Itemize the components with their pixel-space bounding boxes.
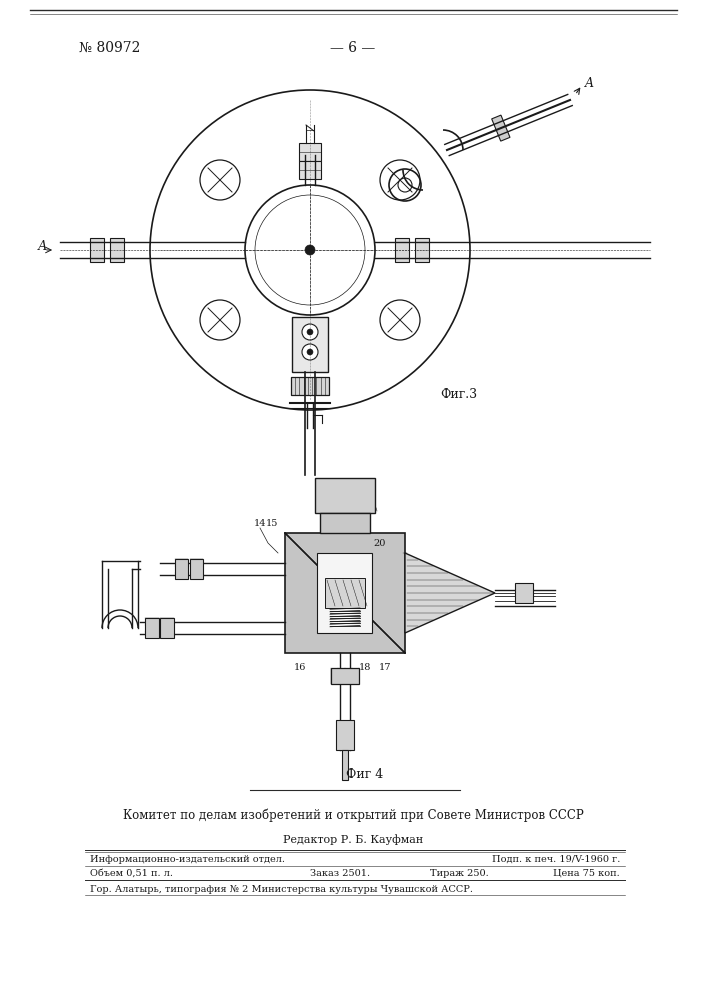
Text: 16: 16: [294, 664, 306, 672]
Text: Редактор Р. Б. Кауфман: Редактор Р. Б. Кауфман: [283, 835, 423, 845]
Circle shape: [307, 329, 313, 335]
Text: Цена 75 коп.: Цена 75 коп.: [554, 868, 620, 878]
Text: А: А: [37, 239, 47, 252]
Bar: [325, 578, 365, 608]
Bar: [331, 668, 359, 684]
Bar: [320, 513, 370, 533]
Bar: [415, 238, 429, 262]
Text: Тираж 250.: Тираж 250.: [430, 868, 489, 878]
Bar: [336, 720, 354, 750]
Bar: [299, 161, 321, 179]
Bar: [145, 618, 159, 638]
Bar: [160, 618, 174, 638]
Text: Информационно-издательский отдел.: Информационно-издательский отдел.: [90, 854, 285, 863]
Bar: [110, 238, 124, 262]
Text: Заказ 2501.: Заказ 2501.: [310, 868, 370, 878]
Polygon shape: [405, 553, 495, 633]
Bar: [342, 750, 348, 780]
Polygon shape: [491, 115, 510, 141]
Bar: [190, 559, 203, 579]
Text: Фиг.3: Фиг.3: [440, 388, 477, 401]
Circle shape: [302, 344, 318, 360]
Bar: [515, 583, 533, 603]
Text: A: A: [585, 77, 594, 90]
Text: 20: 20: [374, 538, 386, 548]
Bar: [175, 559, 188, 579]
Text: Фиг 4: Фиг 4: [346, 768, 384, 782]
Text: Подп. к печ. 19/V-1960 г.: Подп. к печ. 19/V-1960 г.: [491, 854, 620, 863]
Bar: [285, 533, 405, 653]
Circle shape: [302, 324, 318, 340]
Bar: [317, 553, 373, 633]
Bar: [292, 317, 328, 372]
Text: 18: 18: [359, 664, 371, 672]
Text: 17: 17: [379, 664, 391, 672]
Circle shape: [307, 349, 313, 355]
Text: 14: 14: [254, 518, 267, 528]
Bar: [395, 238, 409, 262]
Bar: [90, 238, 104, 262]
Text: 15: 15: [266, 518, 278, 528]
Bar: [315, 478, 375, 513]
Circle shape: [305, 245, 315, 255]
Text: Объем 0,51 п. л.: Объем 0,51 п. л.: [90, 868, 173, 878]
Bar: [291, 377, 329, 395]
Text: № 80972: № 80972: [79, 41, 141, 55]
Text: — 6 —: — 6 —: [330, 41, 375, 55]
Bar: [299, 143, 321, 161]
Text: Комитет по делам изобретений и открытий при Совете Министров СССР: Комитет по делам изобретений и открытий …: [122, 808, 583, 822]
Text: Гор. Алатырь, типография № 2 Министерства культуры Чувашской АССР.: Гор. Алатырь, типография № 2 Министерств…: [90, 885, 473, 894]
